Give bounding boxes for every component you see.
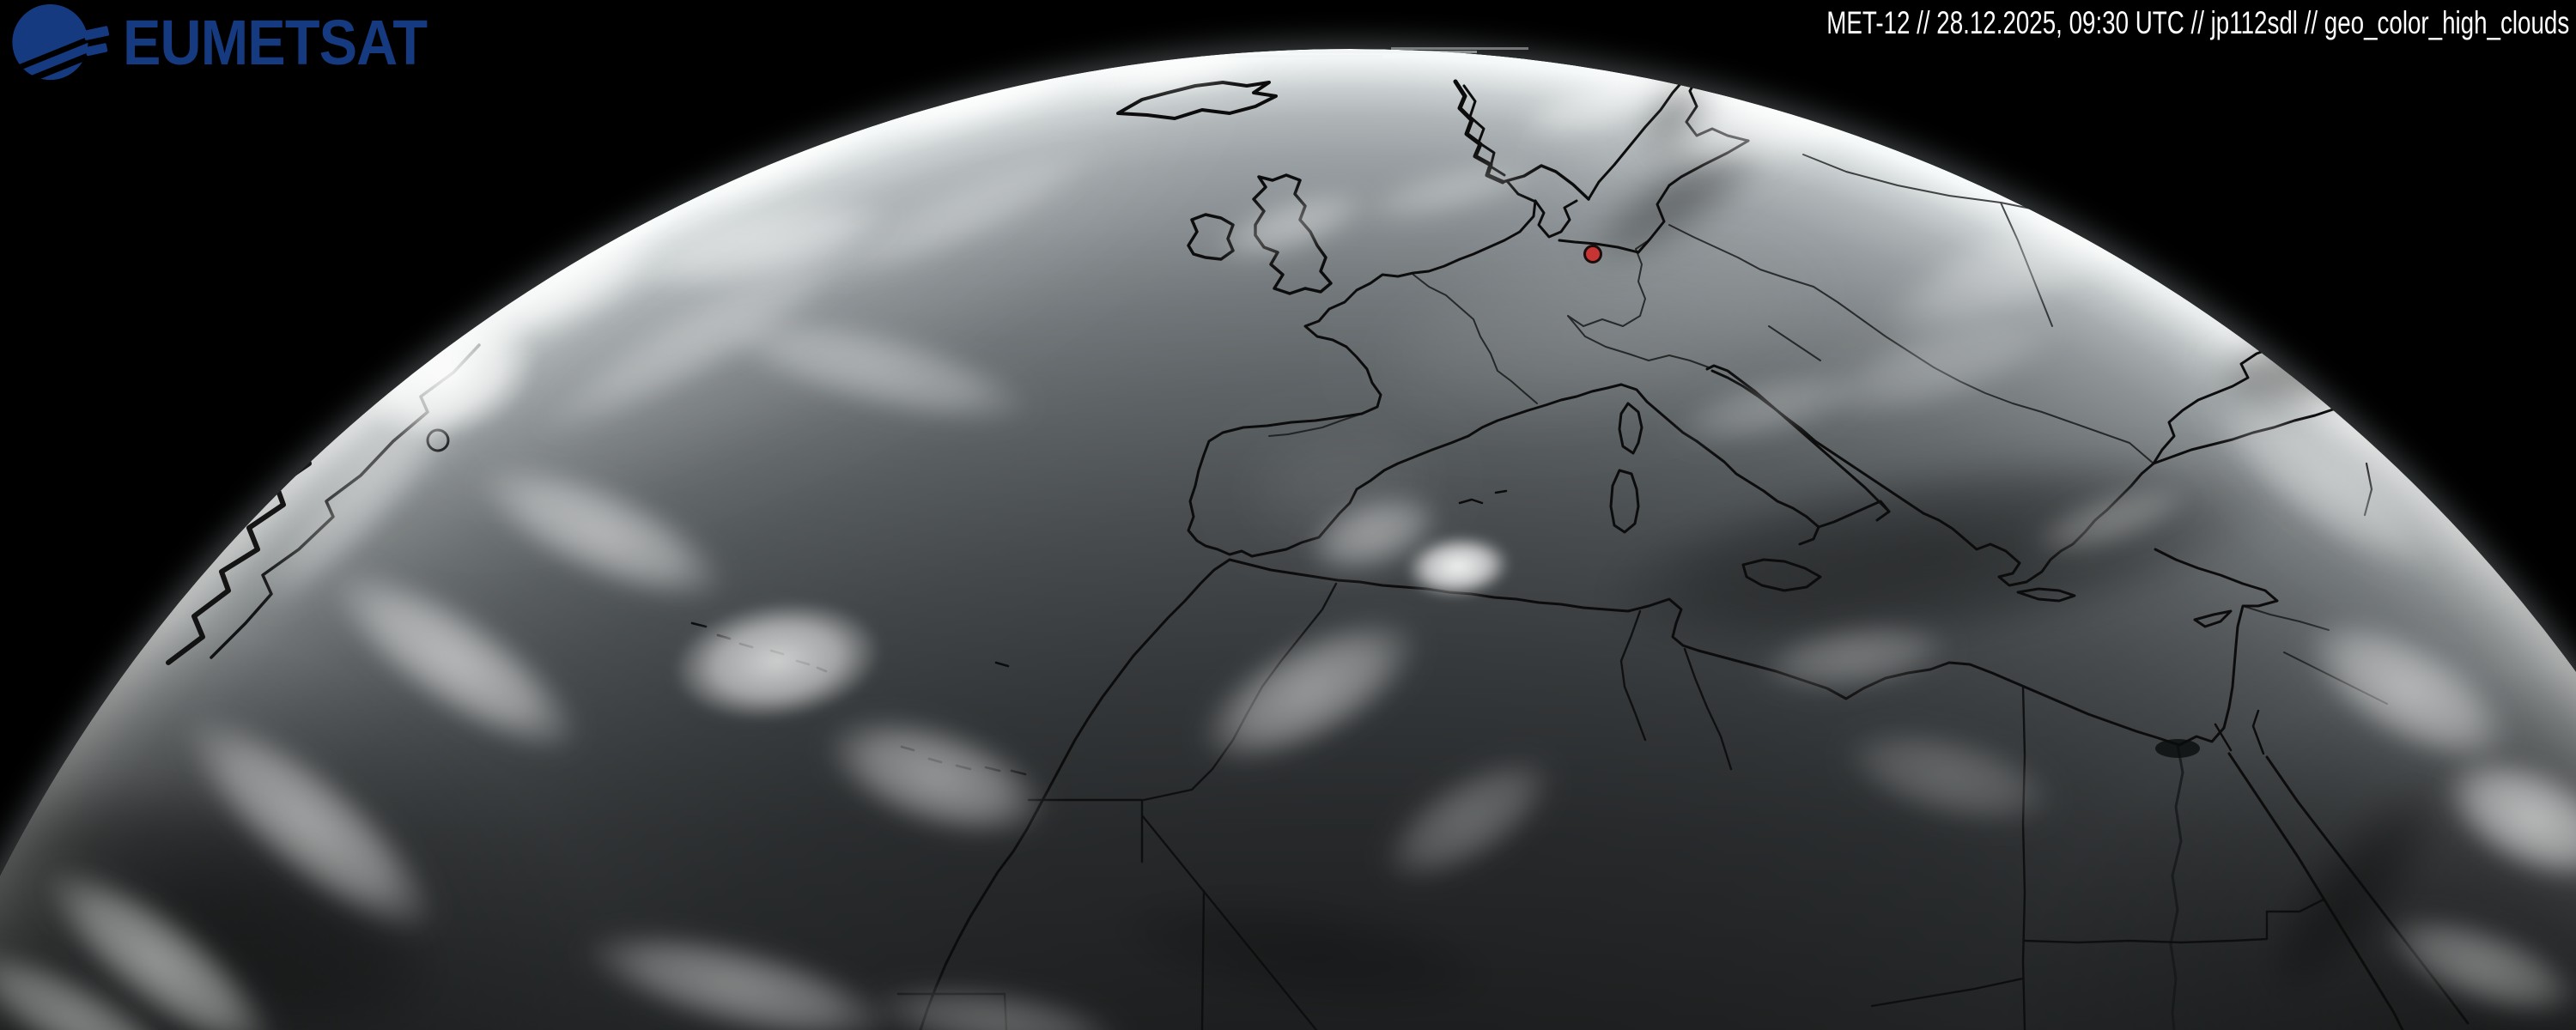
cloud-blob [2016,66,2380,320]
sea-shadow-caspian [2506,356,2576,502]
eumetsat-logo: EUMETSAT [5,2,461,84]
logo-wordmark: EUMETSAT [123,7,428,78]
image-caption: MET-12 // 28.12.2025, 09:30 UTC // jp112… [1826,5,2569,40]
france-iberia-coast [1187,258,1623,558]
sahara-borders [896,582,2325,1030]
north-africa-coast [1228,558,2226,747]
limb-pixelation-artifact [1391,47,1528,50]
limb-pixelation-artifact [1288,51,1477,53]
british-isles-coast [1187,173,1333,295]
eumetsat-globe-icon [12,3,110,81]
location-marker [1583,245,1602,264]
balkans-greece-coast [1710,369,2233,628]
limb-pixelation-artifact [1228,55,1382,58]
denmark-coast [1458,180,1640,261]
italy-coast [1458,364,1891,592]
red-sea-nile [2155,709,2470,1030]
